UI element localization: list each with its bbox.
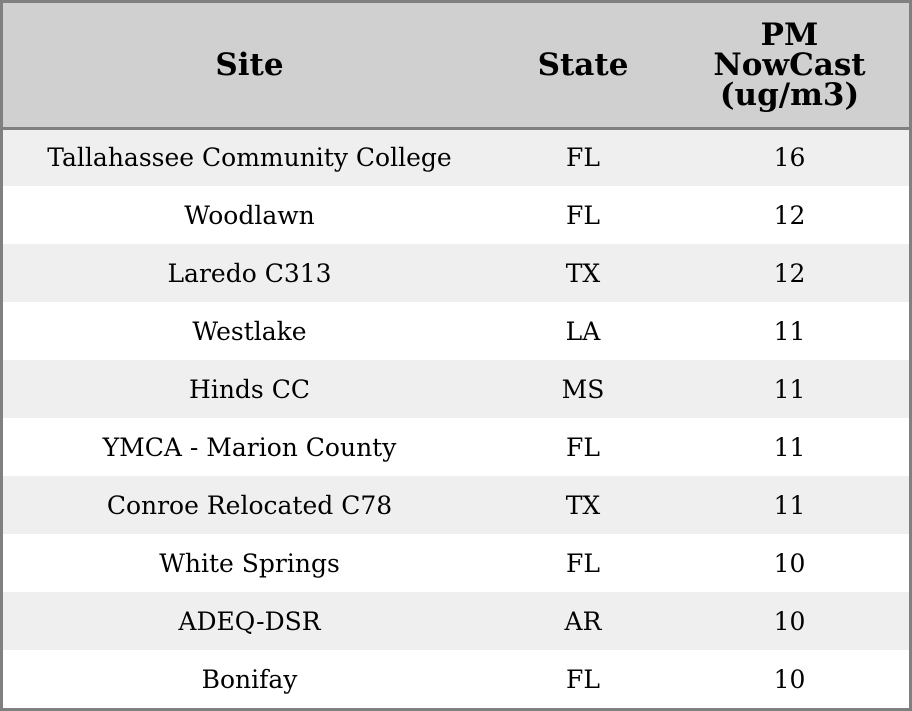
cell-state: FL [566, 548, 600, 578]
table-row: Bonifay FL 10 [3, 650, 909, 708]
table-row: Westlake LA 11 [3, 302, 909, 360]
cell-site: Westlake [192, 316, 307, 346]
column-header-pm-nowcast: PM NowCast (ug/m3) [670, 3, 909, 130]
table-body: Tallahassee Community College FL 16 Woodlaw… [3, 128, 909, 708]
cell-state: FL [566, 432, 600, 462]
column-header-site: Site [3, 3, 496, 130]
cell-pm-value: 10 [773, 606, 806, 636]
header-row: Site State PM NowCast (ug/m3) [3, 3, 909, 130]
table-row: Hinds CC MS 11 [3, 360, 909, 418]
table-row: Tallahassee Community College FL 16 [3, 128, 909, 186]
column-header-pm-line-3: (ug/m3) [719, 76, 860, 113]
cell-pm-value: 10 [773, 664, 806, 694]
cell-pm-value: 11 [773, 432, 806, 462]
cell-site: White Springs [159, 548, 340, 578]
cell-pm-value: 16 [773, 143, 806, 173]
cell-pm-value: 11 [773, 374, 806, 404]
column-header-pm-line-1: PM [760, 16, 819, 53]
pm-nowcast-table: Site State PM NowCast (ug/m3) Tallahasse… [3, 3, 909, 708]
cell-site: Woodlawn [184, 200, 315, 230]
cell-pm-value: 11 [773, 490, 806, 520]
table-row: ADEQ-DSR AR 10 [3, 592, 909, 650]
cell-state: MS [561, 374, 605, 404]
cell-site: YMCA - Marion County [102, 432, 397, 462]
cell-state: FL [566, 664, 600, 694]
table-row: Conroe Relocated C78 TX 11 [3, 476, 909, 534]
cell-site: Conroe Relocated C78 [106, 490, 393, 520]
cell-site: Laredo C313 [167, 258, 332, 288]
table-row: YMCA - Marion County FL 11 [3, 418, 909, 476]
cell-state: AR [564, 606, 602, 636]
cell-pm-value: 11 [773, 316, 806, 346]
table-row: Woodlawn FL 12 [3, 186, 909, 244]
cell-state: TX [565, 490, 601, 520]
cell-state: TX [565, 258, 601, 288]
cell-state: FL [566, 143, 600, 173]
cell-site: Tallahassee Community College [47, 143, 452, 173]
table-header: Site State PM NowCast (ug/m3) [3, 3, 909, 130]
cell-state: FL [566, 200, 600, 230]
table-row: White Springs FL 10 [3, 534, 909, 592]
cell-site: ADEQ-DSR [178, 606, 321, 636]
column-header-pm-line-2: NowCast [713, 46, 866, 83]
cell-state: LA [565, 316, 601, 346]
column-header-state: State [496, 3, 670, 130]
cell-site: Bonifay [201, 664, 298, 694]
cell-pm-value: 12 [773, 200, 806, 230]
cell-pm-value: 10 [773, 548, 806, 578]
cell-pm-value: 12 [773, 258, 806, 288]
table-row: Laredo C313 TX 12 [3, 244, 909, 302]
cell-site: Hinds CC [189, 374, 310, 404]
